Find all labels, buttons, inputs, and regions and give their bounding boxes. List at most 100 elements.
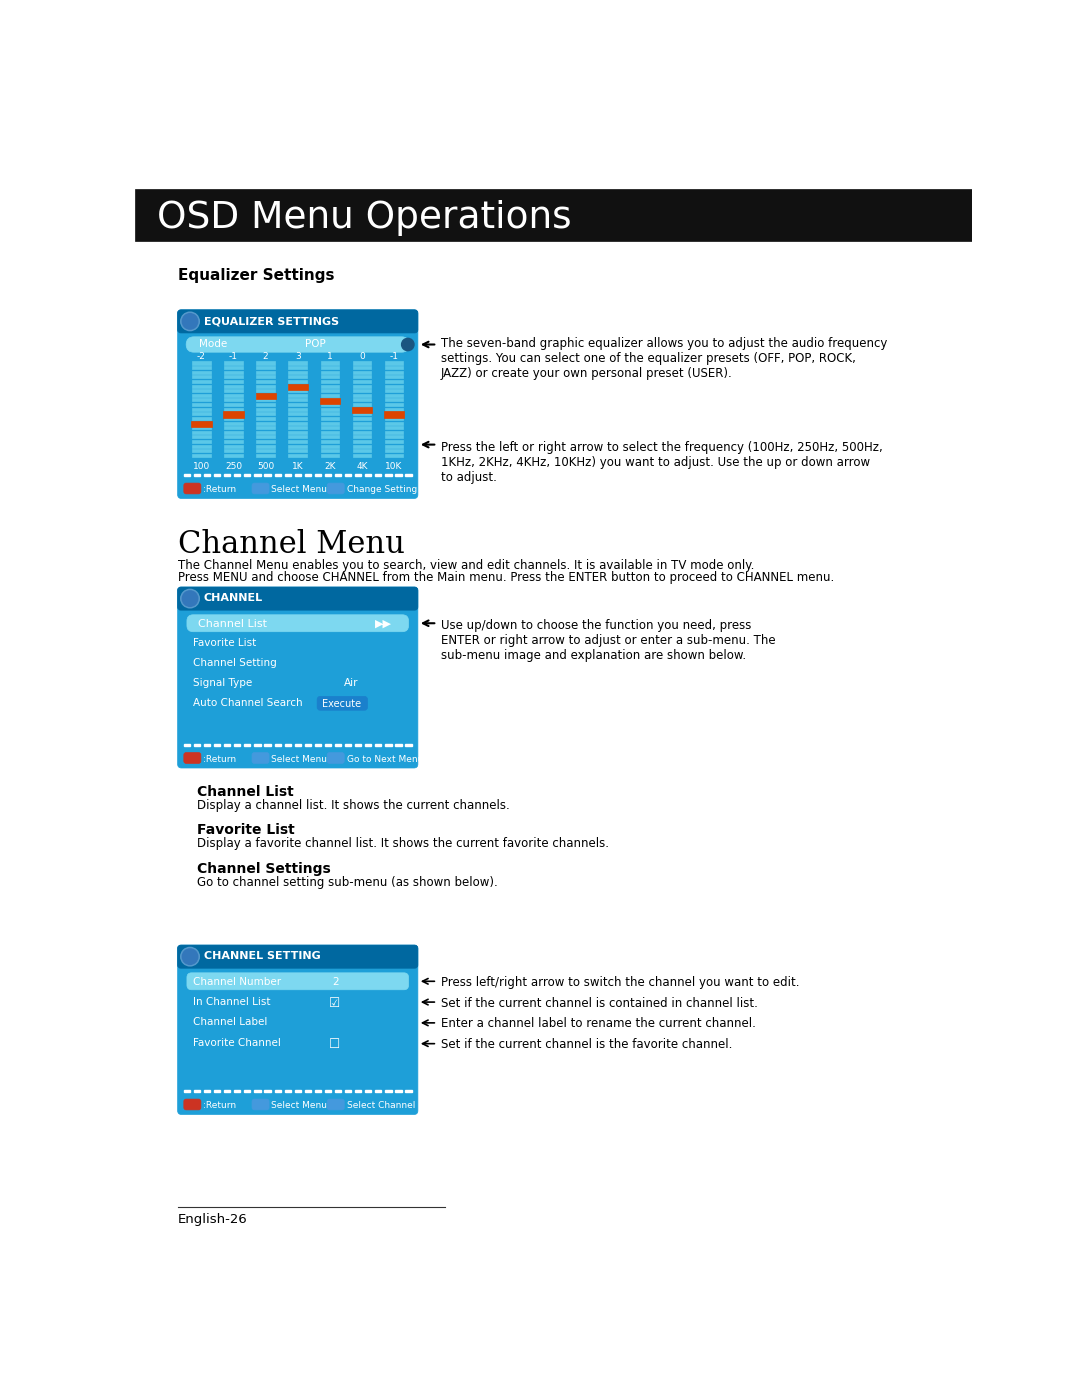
- Bar: [321, 445, 339, 448]
- Bar: [288, 413, 307, 416]
- Bar: [192, 393, 211, 396]
- FancyBboxPatch shape: [252, 483, 269, 494]
- Bar: [234, 744, 241, 746]
- Bar: [288, 361, 307, 364]
- Text: -2: -2: [197, 352, 206, 361]
- Bar: [353, 375, 372, 378]
- Bar: [395, 1091, 402, 1092]
- Circle shape: [180, 947, 200, 965]
- Bar: [384, 399, 403, 402]
- Text: ☐: ☐: [328, 1038, 340, 1052]
- Bar: [256, 421, 275, 424]
- Text: 1K: 1K: [292, 462, 303, 472]
- Bar: [384, 453, 403, 458]
- Bar: [192, 379, 211, 384]
- Bar: [325, 474, 332, 476]
- Text: The seven-band graphic equalizer allows you to adjust the audio frequency
settin: The seven-band graphic equalizer allows …: [441, 336, 888, 379]
- Bar: [194, 1091, 200, 1092]
- Circle shape: [183, 591, 198, 607]
- Bar: [256, 393, 275, 396]
- Bar: [288, 407, 307, 410]
- Bar: [384, 393, 403, 396]
- Text: Channel Number: Channel Number: [193, 976, 281, 986]
- Bar: [225, 403, 243, 406]
- Bar: [321, 439, 339, 444]
- Bar: [256, 375, 275, 378]
- Bar: [353, 431, 372, 434]
- Bar: [321, 393, 339, 396]
- Text: 500: 500: [257, 462, 274, 472]
- Bar: [353, 417, 372, 420]
- Bar: [353, 361, 372, 364]
- Bar: [353, 413, 372, 416]
- Text: Channel Setting: Channel Setting: [193, 658, 276, 668]
- Bar: [204, 474, 211, 476]
- Bar: [184, 1091, 190, 1092]
- Bar: [345, 744, 351, 746]
- Bar: [384, 385, 403, 388]
- Bar: [274, 1091, 281, 1092]
- Text: OSD Menu Operations: OSD Menu Operations: [157, 199, 571, 236]
- Text: Enter a channel label to rename the current channel.: Enter a channel label to rename the curr…: [441, 1017, 756, 1031]
- Bar: [234, 1091, 241, 1092]
- FancyBboxPatch shape: [318, 696, 367, 710]
- Bar: [335, 1091, 341, 1092]
- Bar: [256, 417, 275, 420]
- Text: Go to channel setting sub-menu (as shown below).: Go to channel setting sub-menu (as shown…: [197, 876, 498, 889]
- Bar: [325, 1091, 332, 1092]
- Text: Select Menu: Select Menu: [271, 485, 327, 494]
- Text: -1: -1: [229, 352, 238, 361]
- Bar: [384, 361, 403, 364]
- Bar: [256, 413, 275, 416]
- Circle shape: [180, 589, 200, 608]
- Bar: [384, 439, 403, 444]
- Bar: [353, 407, 372, 410]
- Bar: [384, 417, 403, 420]
- Bar: [314, 1091, 321, 1092]
- Text: Go to Next Menu: Go to Next Menu: [347, 755, 423, 764]
- Bar: [352, 407, 372, 413]
- Bar: [192, 371, 211, 374]
- Bar: [395, 744, 402, 746]
- Bar: [225, 393, 243, 396]
- Bar: [353, 421, 372, 424]
- Text: Execute: Execute: [322, 699, 362, 709]
- Bar: [225, 385, 243, 388]
- Bar: [225, 413, 243, 416]
- Bar: [288, 365, 307, 370]
- FancyBboxPatch shape: [177, 587, 418, 610]
- Bar: [256, 361, 275, 364]
- Text: Display a favorite channel list. It shows the current favorite channels.: Display a favorite channel list. It show…: [197, 837, 609, 851]
- Bar: [256, 389, 275, 392]
- Bar: [305, 474, 311, 476]
- Bar: [225, 431, 243, 434]
- FancyBboxPatch shape: [177, 944, 418, 968]
- Bar: [353, 435, 372, 438]
- Bar: [192, 425, 211, 430]
- Bar: [375, 744, 381, 746]
- Text: 250: 250: [225, 462, 242, 472]
- Bar: [288, 425, 307, 430]
- Bar: [225, 453, 243, 458]
- FancyBboxPatch shape: [187, 615, 408, 632]
- Bar: [321, 385, 339, 388]
- FancyBboxPatch shape: [177, 310, 418, 498]
- Bar: [288, 453, 307, 458]
- Bar: [192, 435, 211, 438]
- Bar: [384, 365, 403, 370]
- Bar: [353, 449, 372, 452]
- Bar: [244, 474, 251, 476]
- Bar: [284, 474, 291, 476]
- Bar: [256, 385, 275, 388]
- Text: Display a channel list. It shows the current channels.: Display a channel list. It shows the cur…: [197, 799, 510, 812]
- Bar: [314, 474, 321, 476]
- Text: 10K: 10K: [386, 462, 403, 472]
- Bar: [355, 744, 362, 746]
- Text: The Channel Menu enables you to search, view and edit channels. It is available : The Channel Menu enables you to search, …: [177, 558, 754, 572]
- Bar: [225, 371, 243, 374]
- Text: Set if the current channel is contained in channel list.: Set if the current channel is contained …: [441, 996, 758, 1010]
- Bar: [224, 412, 244, 417]
- Text: Favorite Channel: Favorite Channel: [193, 1038, 281, 1048]
- Bar: [384, 389, 403, 392]
- Bar: [192, 445, 211, 448]
